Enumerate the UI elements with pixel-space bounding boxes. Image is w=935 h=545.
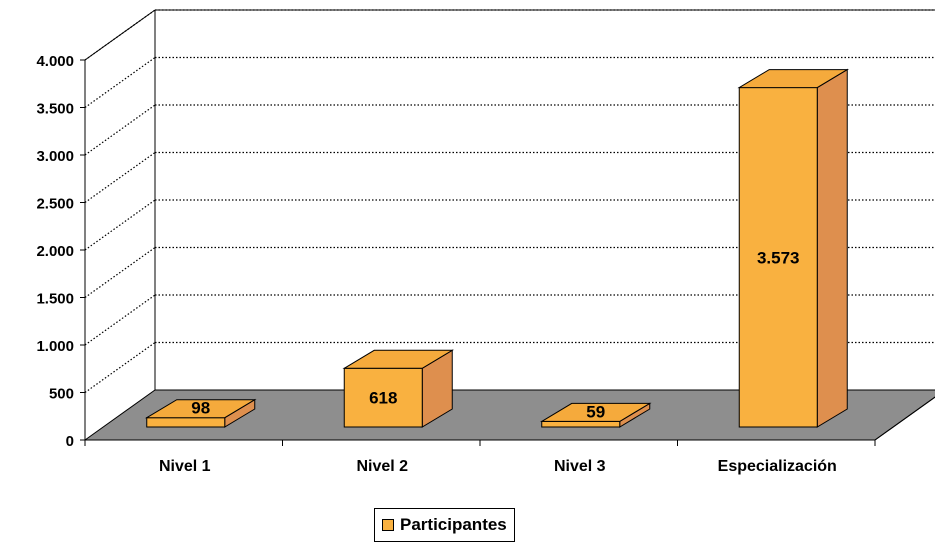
bar-front [541, 420, 621, 428]
bar-2 [539, 402, 652, 428]
y-tick-label: 1.000 [36, 338, 74, 355]
gridline-diagonal [84, 9, 156, 61]
bar-top [539, 402, 652, 422]
bar-side [816, 68, 848, 428]
bar-front [738, 87, 818, 428]
data-label: 3.573 [757, 248, 800, 267]
legend: Participantes [374, 508, 515, 542]
gridline-diagonal [84, 57, 156, 108]
data-label: 59 [586, 402, 605, 421]
y-tick-label: 3.500 [36, 101, 74, 118]
y-tick-label: 1.500 [36, 291, 74, 308]
bar-1 [342, 349, 455, 428]
x-axis-ticks [84, 440, 876, 446]
floor-right-edge [874, 396, 935, 441]
category-label: Nivel 3 [554, 458, 606, 475]
y-axis-ticks: 0 500 1.000 1.500 2.000 2.500 3.000 3.500 4.000 [36, 53, 85, 450]
y-tick-label: 0 [66, 433, 74, 450]
category-label: Especialización [718, 458, 837, 475]
bar-top [342, 349, 455, 369]
gridline-diagonal [84, 294, 156, 346]
bars [144, 68, 850, 428]
bar-front [343, 367, 423, 428]
y-tick-label: 2.000 [36, 243, 74, 260]
gridline-diagonal [84, 199, 156, 251]
bar-0 [144, 398, 257, 428]
y-tick-label: 4.000 [36, 53, 74, 70]
legend-swatch-participantes [382, 519, 394, 531]
gridline-diagonal [84, 342, 156, 393]
data-labels: 98 618 59 3.573 [191, 248, 799, 421]
category-labels: Nivel 1 Nivel 2 Nivel 3 Especialización [159, 458, 837, 475]
data-label: 98 [191, 399, 210, 418]
bar-top [144, 399, 257, 419]
category-label: Nivel 2 [356, 458, 408, 475]
category-label: Nivel 1 [159, 458, 211, 475]
gridline-diagonal [84, 152, 156, 203]
legend-label-participantes: Participantes [400, 515, 507, 534]
bar-front [146, 417, 226, 428]
y-tick-label: 3.000 [36, 148, 74, 165]
y-tick-label: 2.500 [36, 196, 74, 213]
gridline-diagonal [84, 104, 156, 156]
bar-3 [737, 68, 850, 428]
bar-top [737, 69, 850, 89]
gridline-diagonal [84, 247, 156, 298]
data-label: 618 [369, 389, 397, 408]
y-tick-label: 500 [49, 386, 74, 403]
